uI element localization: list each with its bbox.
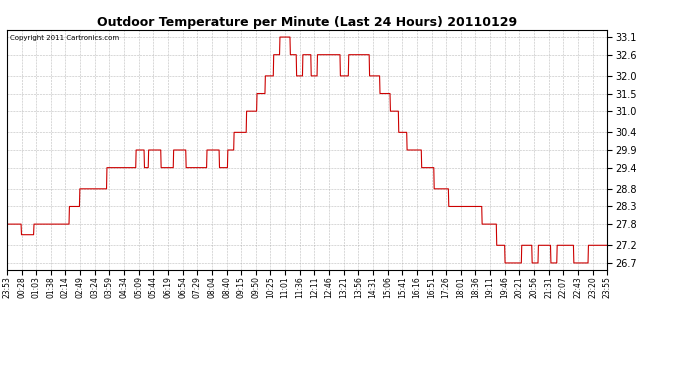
Title: Outdoor Temperature per Minute (Last 24 Hours) 20110129: Outdoor Temperature per Minute (Last 24 … [97, 16, 517, 29]
Text: Copyright 2011 Cartronics.com: Copyright 2011 Cartronics.com [10, 35, 119, 41]
